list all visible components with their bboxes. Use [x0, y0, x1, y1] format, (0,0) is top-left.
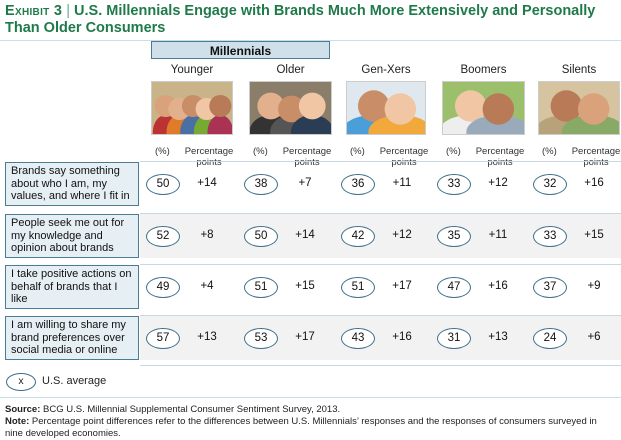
note-line: Note: Percentage point differences refer… [5, 416, 617, 439]
title-separator: | [66, 3, 71, 19]
pct-subhead: (%) [542, 146, 557, 157]
us-average-value: 24 [533, 328, 567, 349]
bottom-rule [0, 397, 621, 398]
percentage-point-diff: +12 [488, 177, 508, 189]
legend-ellipse: x [6, 373, 36, 391]
us-average-value: 38 [244, 174, 278, 195]
row-divider [140, 365, 621, 366]
pct-subhead: (%) [350, 146, 365, 157]
percentage-point-diff: +11 [488, 229, 508, 241]
row-divider [140, 161, 621, 162]
column-header-gen-xers: Gen-Xers [361, 64, 411, 76]
note-text: Percentage point differences refer to th… [5, 416, 597, 439]
percentage-point-diff: +15 [295, 280, 315, 292]
us-average-value: 35 [437, 226, 471, 247]
percentage-point-diff: +6 [587, 331, 601, 343]
legend-label: U.S. average [42, 375, 107, 387]
row-label: I am willing to share my brand preferenc… [5, 316, 139, 360]
us-average-value: 31 [437, 328, 471, 349]
row-divider [140, 213, 621, 214]
column-header-older: Older [276, 64, 305, 76]
percentage-point-diff: +17 [392, 280, 412, 292]
pct-subhead: (%) [253, 146, 268, 157]
percentage-point-diff: +16 [392, 331, 412, 343]
cohort-photo [538, 81, 620, 135]
title-text: U.S. Millennials Engage with Brands Much… [5, 3, 596, 36]
percentage-point-diff: +14 [197, 177, 217, 189]
percentage-point-diff: +13 [488, 331, 508, 343]
percentage-point-diff: +13 [197, 331, 217, 343]
millennials-group-header: Millennials [151, 41, 330, 59]
percentage-point-diff: +14 [295, 229, 315, 241]
us-average-value: 33 [533, 226, 567, 247]
pct-subhead: (%) [446, 146, 461, 157]
us-average-value: 42 [341, 226, 375, 247]
us-average-value: 49 [146, 277, 180, 298]
us-average-value: 32 [533, 174, 567, 195]
cohort-photo [151, 81, 233, 135]
source-line: Source: BCG U.S. Millennial Supplemental… [5, 404, 617, 416]
column-header-boomers: Boomers [460, 64, 507, 76]
us-average-value: 51 [341, 277, 375, 298]
top-rule [0, 40, 621, 41]
cohort-photo [442, 81, 525, 135]
percentage-point-diff: +17 [295, 331, 315, 343]
us-average-value: 37 [533, 277, 567, 298]
source-text: BCG U.S. Millennial Supplemental Consume… [43, 404, 341, 415]
percentage-point-diff: +15 [584, 229, 604, 241]
percentage-point-diff: +12 [392, 229, 412, 241]
us-average-value: 53 [244, 328, 278, 349]
exhibit-label: Exhibit 3 [5, 3, 63, 19]
us-average-value: 50 [244, 226, 278, 247]
column-header-younger: Younger [170, 64, 214, 76]
percentage-point-diff: +11 [392, 177, 412, 189]
column-header-silents: Silents [561, 64, 597, 76]
us-average-value: 51 [244, 277, 278, 298]
percentage-point-diff: +8 [200, 229, 214, 241]
percentage-point-diff: +7 [298, 177, 312, 189]
row-label: People seek me out for my knowledge and … [5, 214, 139, 258]
us-average-value: 36 [341, 174, 375, 195]
cohort-photo [346, 81, 426, 135]
us-average-value: 52 [146, 226, 180, 247]
percentage-point-diff: +16 [584, 177, 604, 189]
row-divider [140, 315, 621, 316]
row-label: Brands say something about who I am, my … [5, 162, 139, 206]
percentage-point-diff: +16 [488, 280, 508, 292]
percentage-point-diff: +9 [587, 280, 601, 292]
cohort-photo [249, 81, 332, 135]
pp-subhead: Percentage points [379, 146, 429, 168]
us-average-value: 33 [437, 174, 471, 195]
row-label: I take positive actions on behalf of bra… [5, 265, 139, 309]
row-divider [140, 264, 621, 265]
pp-subhead: Percentage points [184, 146, 234, 168]
pp-subhead: Percentage points [475, 146, 525, 168]
pct-subhead: (%) [155, 146, 170, 157]
exhibit-title: Exhibit 3 | U.S. Millennials Engage with B… [5, 3, 617, 37]
us-average-value: 50 [146, 174, 180, 195]
source-label: Source: [5, 404, 41, 415]
note-label: Note: [5, 416, 30, 427]
us-average-value: 57 [146, 328, 180, 349]
pp-subhead: Percentage points [282, 146, 332, 168]
pp-subhead: Percentage points [571, 146, 621, 168]
us-average-value: 47 [437, 277, 471, 298]
us-average-value: 43 [341, 328, 375, 349]
percentage-point-diff: +4 [200, 280, 214, 292]
